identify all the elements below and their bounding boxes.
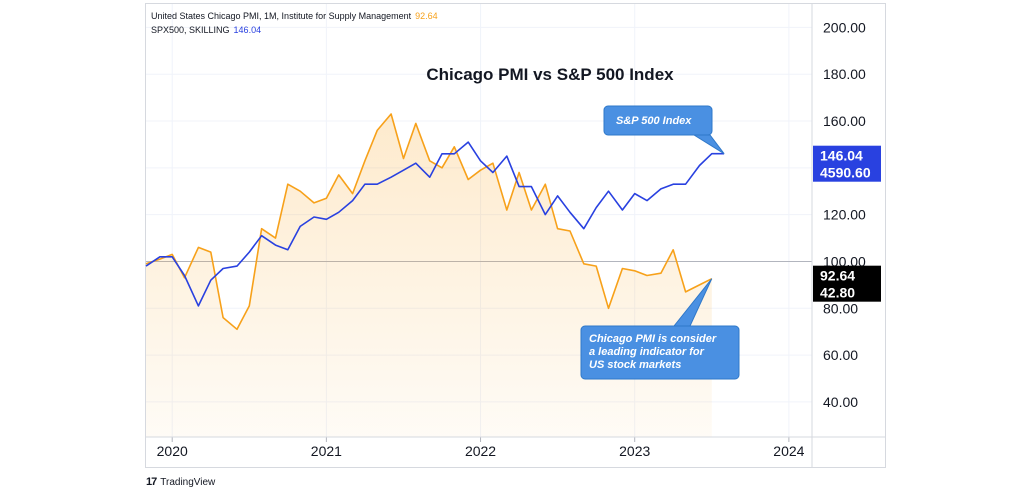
x-tick-label: 2020 [157,443,188,459]
area-layer [146,114,712,437]
callout-box-0[interactable] [603,105,713,136]
legend-row-spx[interactable]: SPX500, SKILLING 146.04 [151,23,438,37]
callout-box-1[interactable] [580,325,740,380]
pmi-price-badge [813,265,881,302]
legend-spx-value: 146.04 [233,25,262,35]
legend: United States Chicago PMI, 1M, Institute… [151,9,438,37]
spx-series-line[interactable] [145,141,725,307]
tradingview-logo-icon: 17 [146,476,157,488]
legend-row-pmi[interactable]: United States Chicago PMI, 1M, Institute… [151,9,438,23]
x-tick-label: 2023 [619,443,650,459]
spx-price-badge [813,145,881,182]
badge-value-text: 42.80 [820,285,855,301]
y-tick-label: 120.00 [823,207,866,223]
pmi-series-line[interactable] [145,113,713,331]
callout-text: US stock markets [589,359,681,371]
y-tick-label: 160.00 [823,113,866,129]
pmi-area-fill [146,114,712,437]
y-tick-label: 40.00 [823,394,858,410]
y-tick-label: 180.00 [823,66,866,82]
tradingview-branding[interactable]: 17 TradingView [146,476,215,488]
chart-title: Chicago PMI vs S&P 500 Index [426,65,674,84]
y-tick-label: 80.00 [823,300,858,316]
x-tick-label: 2021 [311,443,342,459]
y-tick-label: 200.00 [823,19,866,35]
badge-value-text: 92.64 [820,268,855,284]
callout-text: Chicago PMI is consider [589,333,717,345]
axis-layer: 40.0060.0080.00100.00120.00140.00160.001… [146,4,885,467]
tradingview-name: TradingView [160,476,216,488]
legend-pmi-label: United States Chicago PMI, 1M, Institute… [151,11,412,21]
y-tick-label: 100.00 [823,253,866,269]
callout-text: S&P 500 Index [616,115,692,127]
x-tick-label: 2024 [773,443,804,459]
legend-pmi-value: 92.64 [415,11,438,21]
x-tick-label: 2022 [465,443,496,459]
badge-value-text: 4590.60 [820,165,871,181]
callout-text: a leading indicator for [589,346,705,358]
line-layer [145,113,725,331]
callout-pointer-0 [692,134,725,155]
legend-spx-label: SPX500, SKILLING [151,25,230,35]
y-tick-label: 60.00 [823,347,858,363]
badge-value-text: 146.04 [820,148,863,164]
